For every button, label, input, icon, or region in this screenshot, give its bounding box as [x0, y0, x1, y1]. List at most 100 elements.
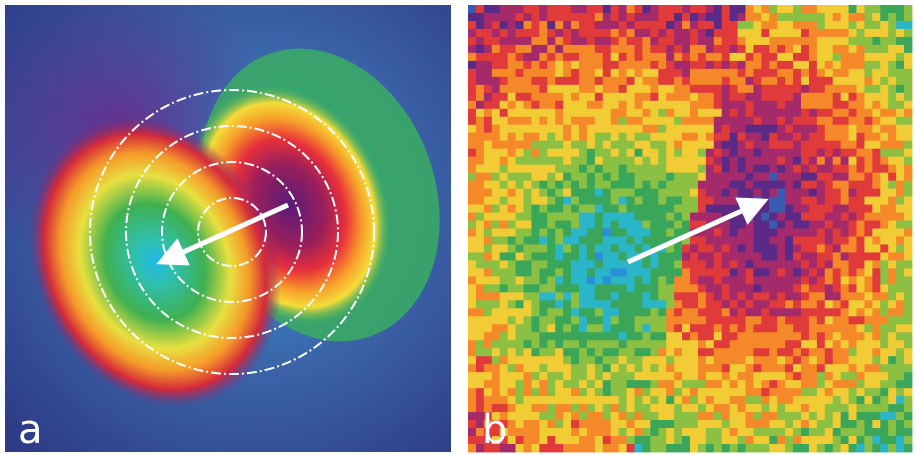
pixel [619, 276, 627, 284]
pixel [769, 380, 777, 388]
pixel [468, 37, 476, 45]
pixel [524, 372, 532, 380]
pixel [809, 428, 817, 436]
pixel [698, 372, 706, 380]
pixel [484, 229, 492, 237]
pixel [468, 221, 476, 229]
pixel [508, 356, 516, 364]
pixel [738, 189, 746, 197]
pixel [539, 221, 547, 229]
pixel [809, 420, 817, 428]
pixel [650, 29, 658, 37]
pixel [539, 189, 547, 197]
pixel [896, 229, 904, 237]
pixel [698, 93, 706, 101]
pixel [476, 29, 484, 37]
pixel [801, 412, 809, 420]
pixel [627, 173, 635, 181]
pixel [635, 37, 643, 45]
pixel [746, 13, 754, 21]
pixel [476, 125, 484, 133]
pixel [722, 173, 730, 181]
pixel [841, 173, 849, 181]
pixel [714, 93, 722, 101]
pixel [508, 308, 516, 316]
pixel [833, 436, 841, 444]
pixel [706, 396, 714, 404]
pixel [872, 276, 880, 284]
pixel [587, 332, 595, 340]
pixel [563, 340, 571, 348]
pixel [476, 324, 484, 332]
pixel [476, 165, 484, 173]
pixel [849, 316, 857, 324]
pixel [793, 340, 801, 348]
pixel [611, 388, 619, 396]
pixel [682, 173, 690, 181]
pixel [524, 5, 532, 13]
pixel [888, 436, 896, 444]
pixel [738, 412, 746, 420]
pixel [682, 260, 690, 268]
pixel [619, 364, 627, 372]
pixel [627, 5, 635, 13]
pixel [650, 157, 658, 165]
pixel [563, 236, 571, 244]
pixel [777, 244, 785, 252]
pixel [714, 229, 722, 237]
pixel [880, 221, 888, 229]
pixel [698, 205, 706, 213]
pixel [738, 300, 746, 308]
pixel [690, 205, 698, 213]
pixel [714, 316, 722, 324]
pixel [492, 85, 500, 93]
pixel [864, 77, 872, 85]
pixel [777, 29, 785, 37]
pixel [872, 77, 880, 85]
pixel [571, 165, 579, 173]
pixel [531, 13, 539, 21]
pixel [642, 205, 650, 213]
pixel [516, 221, 524, 229]
pixel [619, 420, 627, 428]
pixel [801, 292, 809, 300]
pixel [872, 61, 880, 69]
pixel [769, 284, 777, 292]
pixel [666, 165, 674, 173]
pixel [627, 420, 635, 428]
pixel [539, 316, 547, 324]
pixel [817, 189, 825, 197]
pixel [825, 85, 833, 93]
pixel [896, 276, 904, 284]
pixel [484, 372, 492, 380]
pixel [864, 324, 872, 332]
pixel [563, 244, 571, 252]
pixel [563, 157, 571, 165]
pixel [722, 428, 730, 436]
pixel [468, 125, 476, 133]
pixel [508, 53, 516, 61]
pixel [761, 77, 769, 85]
pixel [492, 316, 500, 324]
pixel [857, 236, 865, 244]
pixel [531, 348, 539, 356]
pixel [793, 428, 801, 436]
pixel [761, 205, 769, 213]
pixel [635, 396, 643, 404]
pixel [690, 221, 698, 229]
pixel [698, 165, 706, 173]
pixel [547, 308, 555, 316]
pixel [531, 181, 539, 189]
pixel [587, 316, 595, 324]
pixel [666, 93, 674, 101]
pixel [761, 45, 769, 53]
pixel [777, 260, 785, 268]
pixel [539, 348, 547, 356]
pixel [849, 117, 857, 125]
pixel [524, 37, 532, 45]
pixel [738, 197, 746, 205]
pixel [492, 229, 500, 237]
pixel [841, 53, 849, 61]
pixel [611, 221, 619, 229]
pixel [849, 236, 857, 244]
